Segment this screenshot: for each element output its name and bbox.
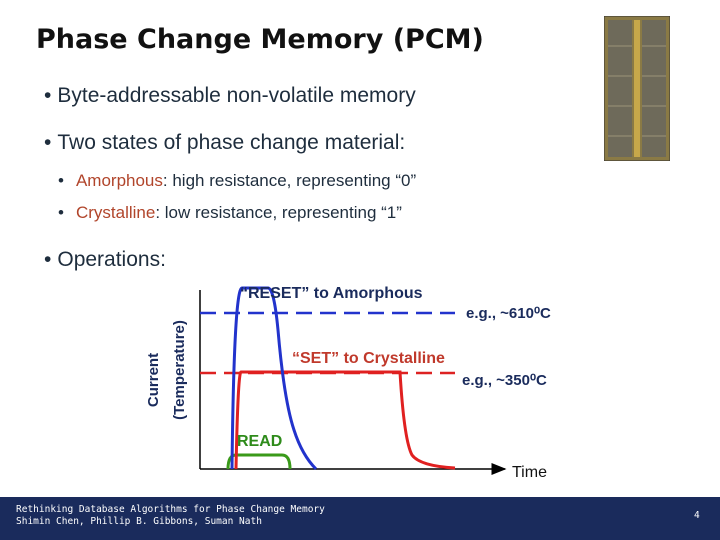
page-number: 4 bbox=[694, 510, 700, 521]
reset-label: “RESET” to Amorphous bbox=[240, 285, 423, 302]
reset-pulse bbox=[230, 286, 318, 471]
term: Amorphous bbox=[75, 171, 163, 190]
bullet: Two states of phase change material: bbox=[44, 131, 405, 155]
set-pulse bbox=[234, 370, 456, 470]
x-axis-label: Time bbox=[512, 464, 547, 481]
sub-bullet-text: : high resistance, representing “0” bbox=[162, 171, 417, 190]
sub-bullet-text: : low resistance, representing “1” bbox=[155, 203, 402, 222]
footer-line: Rethinking Database Algorithms for Phase… bbox=[16, 504, 325, 515]
sub-bullet: • Amorphous: high resistance, representin… bbox=[58, 171, 417, 190]
bullet: Byte-addressable non-volatile memory bbox=[44, 84, 415, 108]
bullet: Operations: bbox=[44, 248, 166, 272]
y-axis-label: Current bbox=[145, 353, 162, 407]
set-label: “SET” to Crystalline bbox=[292, 350, 445, 367]
set-temp: e.g., ~350⁰C bbox=[462, 372, 547, 389]
footer-line: Shimin Chen, Phillip B. Gibbons, Suman N… bbox=[16, 516, 262, 527]
title: Phase Change Memory (PCM) bbox=[36, 24, 484, 55]
term: Crystalline bbox=[75, 203, 156, 222]
chip-image bbox=[604, 16, 670, 161]
y-axis-label: (Temperature) bbox=[171, 320, 188, 420]
operations-diagram: Current (Temperature) Time “RESET” to Am… bbox=[145, 285, 551, 481]
read-pulse bbox=[226, 453, 292, 470]
footer: Rethinking Database Algorithms for Phase… bbox=[0, 497, 720, 540]
reset-temp: e.g., ~610⁰C bbox=[466, 305, 551, 322]
read-label: READ bbox=[237, 433, 282, 450]
sub-bullet: • Crystalline: low resistance, representi… bbox=[58, 203, 402, 222]
